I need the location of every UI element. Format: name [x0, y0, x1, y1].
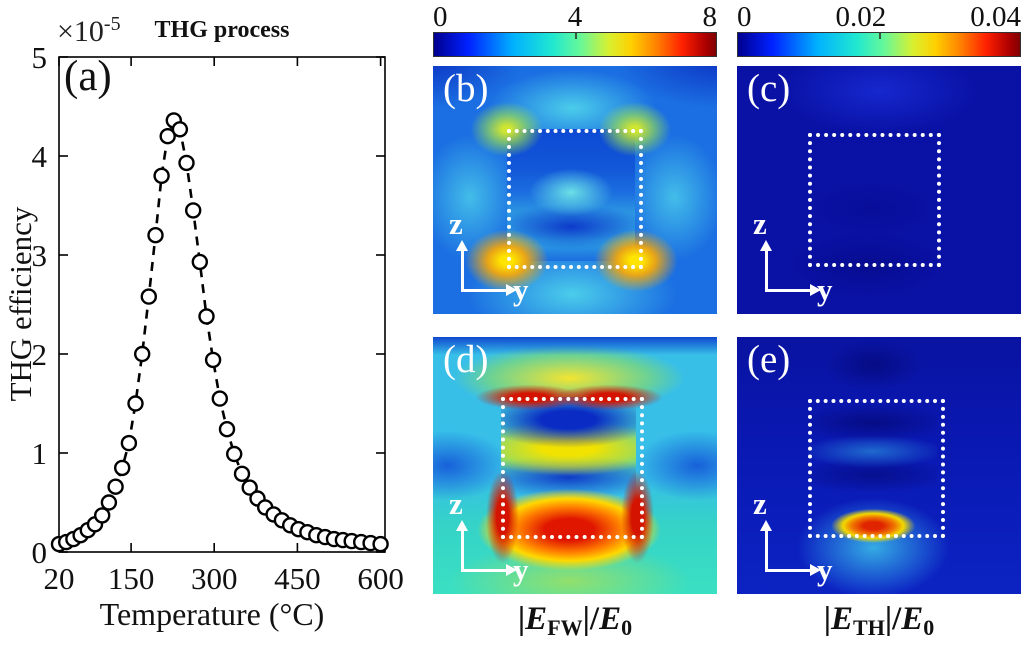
axis-label-y: y	[817, 552, 833, 587]
colorbar-tick-label: 0	[433, 1, 448, 33]
y-axis-arrow	[461, 284, 517, 296]
z-axis-arrow	[456, 240, 468, 292]
caption-fw-slash: |/	[582, 601, 600, 637]
colorbar-tick-label: 0.04	[970, 1, 1021, 33]
heatmap-d-hotspots	[433, 337, 717, 594]
nanostructure-outline-c	[808, 132, 941, 268]
colorbar-tick-label: 4	[567, 1, 583, 33]
colorbar-tick-label: 0.02	[835, 1, 887, 33]
axis-label-y: y	[513, 552, 529, 587]
svg-text:3: 3	[32, 238, 48, 273]
caption-th-slash: |/	[884, 601, 902, 637]
svg-text:1: 1	[32, 436, 48, 471]
nanostructure-outline-d	[501, 397, 645, 540]
svg-text:2: 2	[32, 337, 48, 372]
heatmap-b-hotspots	[433, 66, 717, 314]
caption-fw: |EFW|/E0	[433, 601, 717, 641]
thg-efficiency-chart: 20 150 300 450 600 0 1 2 3 4 5 ×10-5 THG process (…	[0, 0, 420, 648]
z-axis-arrow	[760, 240, 772, 292]
svg-text:20: 20	[44, 561, 75, 596]
axis-label-z: z	[753, 486, 767, 521]
axis-label-z: z	[449, 486, 463, 521]
y-axis-arrow	[765, 284, 821, 296]
field-map-panel-c: (c) z y	[737, 66, 1021, 314]
chart-plot-area: 20 150 300 450 600 0 1 2 3 4 5	[32, 40, 404, 596]
nanostructure-outline-e	[808, 398, 946, 538]
svg-text:4: 4	[32, 139, 48, 174]
field-map-panel-d: (d) z y	[433, 337, 717, 594]
caption-th-bar: |	[823, 601, 831, 637]
panel-label-a: (a)	[64, 53, 112, 100]
z-axis-arrow	[760, 520, 772, 572]
z-axis-arrow	[456, 520, 468, 572]
colorbar-tick-label: 8	[702, 1, 718, 33]
colorbar-fw-labels: 0 4 8	[433, 2, 717, 32]
svg-text:0: 0	[32, 535, 48, 570]
axis-triad-c: z y	[749, 206, 835, 307]
panel-label-d: (d)	[443, 338, 489, 381]
field-map-panel-e: (e) z y	[737, 337, 1021, 594]
y-axis-exponent-base: ×10	[57, 15, 104, 48]
caption-th-subscript: TH	[853, 615, 885, 640]
x-axis-label: Temperature (°C)	[99, 596, 325, 632]
axis-triad-d: z y	[445, 486, 531, 587]
caption-fw-subscript: FW	[547, 615, 583, 640]
caption-fw-E: E	[525, 601, 548, 637]
caption-th: |ETH|/E0	[737, 601, 1021, 641]
y-axis-exponent: ×10-5	[57, 13, 121, 49]
colorbar-th-gradient	[737, 32, 1021, 57]
heatmap-e-hotspots	[737, 337, 1021, 594]
svg-text:450: 450	[274, 561, 321, 596]
svg-text:150: 150	[108, 561, 155, 596]
y-axis-arrow	[765, 564, 821, 576]
field-map-panel-b: (b) z y	[433, 66, 717, 314]
heatmap-c-interior	[808, 132, 933, 260]
panel-label-e: (e)	[747, 338, 791, 381]
axis-label-y: y	[513, 272, 529, 307]
panel-label-c: (c)	[747, 67, 791, 110]
axis-triad-b: z y	[445, 206, 531, 307]
svg-text:600: 600	[357, 561, 404, 596]
colorbar-th-labels: 0 0.02 0.04	[737, 2, 1021, 32]
colorbar-fw: 0 4 8	[433, 2, 717, 58]
svg-text:5: 5	[32, 40, 48, 75]
caption-th-zero: 0	[923, 615, 935, 640]
caption-fw-zero: 0	[621, 615, 633, 640]
axis-label-y: y	[817, 272, 833, 307]
svg-text:300: 300	[191, 561, 238, 596]
chart-title: THG process	[154, 17, 290, 43]
nanostructure-outline-b	[506, 129, 643, 269]
caption-th-E0: E	[901, 601, 924, 637]
caption-th-E: E	[831, 601, 854, 637]
caption-fw-E0: E	[599, 601, 622, 637]
y-axis-arrow	[461, 564, 517, 576]
colorbar-th: 0 0.02 0.04	[737, 2, 1021, 58]
colorbar-fw-gradient	[433, 32, 717, 57]
panel-label-b: (b)	[443, 67, 489, 110]
axis-label-z: z	[449, 206, 463, 241]
axis-triad-e: z y	[749, 486, 835, 587]
y-axis-label: THG efficiency	[3, 206, 38, 402]
caption-fw-bar: |	[517, 601, 526, 637]
y-axis-exponent-sup: -5	[103, 13, 121, 35]
axis-label-z: z	[753, 206, 767, 241]
colorbar-tick-label: 0	[737, 1, 752, 33]
